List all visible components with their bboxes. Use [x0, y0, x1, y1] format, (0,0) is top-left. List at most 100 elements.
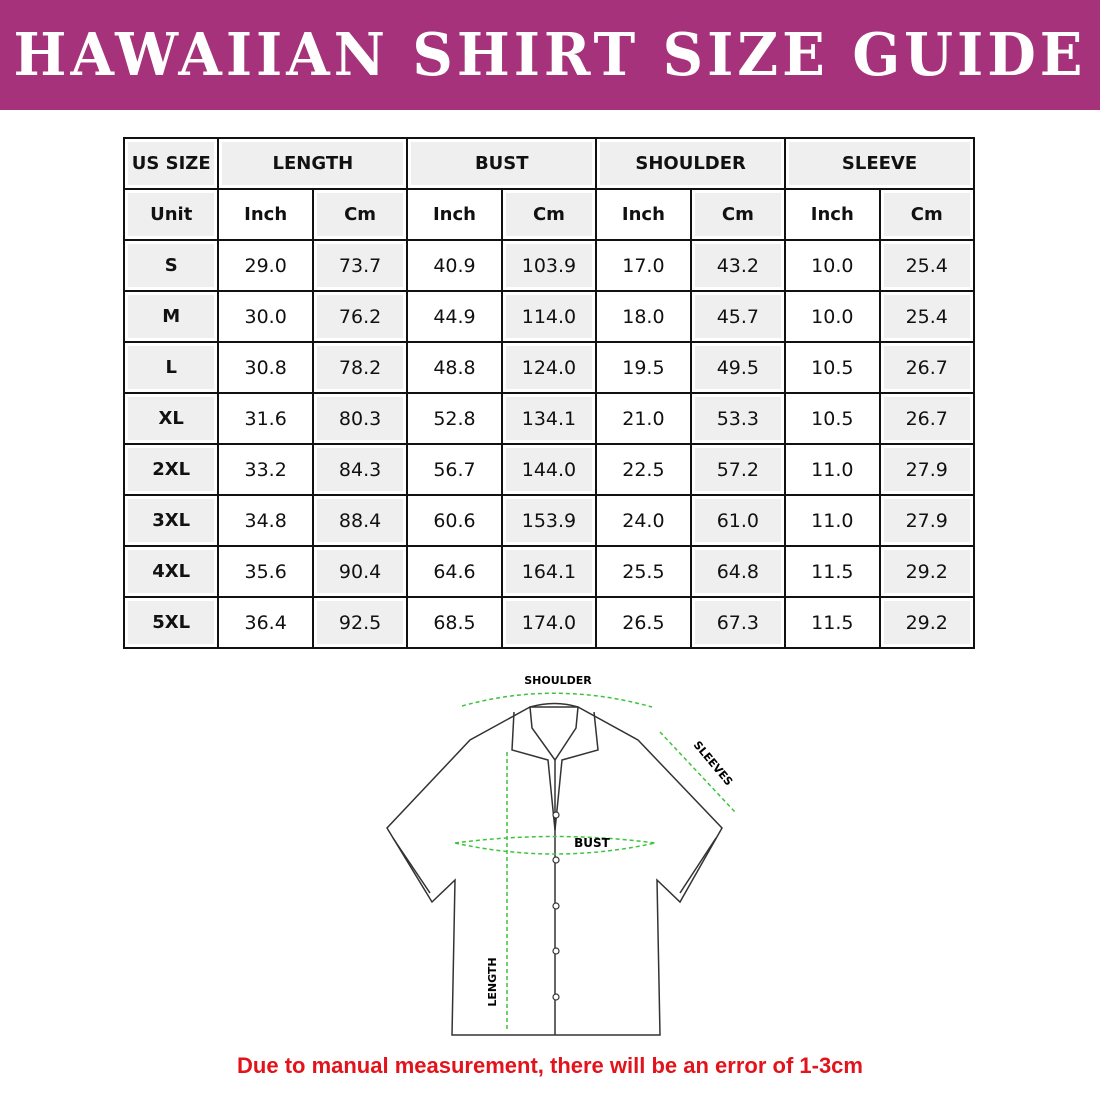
value-cell: 24.0: [595, 494, 692, 547]
value-cell: 40.9: [406, 239, 503, 292]
unit-header: Inch: [406, 188, 503, 241]
length-label: LENGTH: [486, 957, 499, 1006]
measurement-note: Due to manual measurement, there will be…: [237, 1053, 863, 1078]
unit-header: Cm: [878, 188, 976, 241]
value-cell: 84.3: [311, 443, 409, 496]
group-header: BUST: [406, 137, 598, 190]
value-cell: 45.7: [689, 290, 787, 343]
value-cell: 10.5: [784, 341, 881, 394]
value-cell: 52.8: [406, 392, 503, 445]
unit-header: Inch: [217, 188, 314, 241]
table-row: 5XL 36.4 92.5 68.5 174.0 26.5 67.3 11.5 29.2: [122, 596, 976, 649]
unit-header: Cm: [500, 188, 598, 241]
size-cell: 3XL: [122, 494, 220, 547]
value-cell: 124.0: [500, 341, 598, 394]
value-cell: 144.0: [500, 443, 598, 496]
value-cell: 67.3: [689, 596, 787, 649]
group-header: US SIZE: [122, 137, 220, 190]
value-cell: 80.3: [311, 392, 409, 445]
value-cell: 68.5: [406, 596, 503, 649]
value-cell: 36.4: [217, 596, 314, 649]
shirt-diagram: SHOULDER SLEEVES BUST LENGTH: [386, 674, 736, 1036]
group-header: LENGTH: [217, 137, 409, 190]
value-cell: 25.4: [878, 290, 976, 343]
sleeves-label: SLEEVES: [691, 739, 736, 789]
value-cell: 73.7: [311, 239, 409, 292]
group-header: SLEEVE: [784, 137, 975, 190]
value-cell: 10.0: [784, 239, 881, 292]
value-cell: 11.5: [784, 545, 881, 598]
value-cell: 134.1: [500, 392, 598, 445]
value-cell: 29.2: [878, 596, 976, 649]
value-cell: 25.4: [878, 239, 976, 292]
page-title: HAWAIIAN SHIRT SIZE GUIDE: [13, 20, 1087, 90]
unit-header: Unit: [122, 188, 220, 241]
shoulder-measure-line: [461, 692, 653, 708]
value-cell: 90.4: [311, 545, 409, 598]
value-cell: 164.1: [500, 545, 598, 598]
unit-header: Inch: [784, 188, 881, 241]
value-cell: 10.0: [784, 290, 881, 343]
unit-header: Cm: [689, 188, 787, 241]
group-header-row: US SIZE LENGTH BUST SHOULDER SLEEVE: [122, 137, 975, 190]
bust-label: BUST: [574, 836, 611, 850]
value-cell: 26.7: [878, 392, 976, 445]
size-cell: 2XL: [122, 443, 220, 496]
value-cell: 48.8: [406, 341, 503, 394]
value-cell: 88.4: [311, 494, 409, 547]
value-cell: 21.0: [595, 392, 692, 445]
table-row: L 30.8 78.2 48.8 124.0 19.5 49.5 10.5 26.7: [122, 341, 976, 394]
value-cell: 61.0: [689, 494, 787, 547]
value-cell: 11.5: [784, 596, 881, 649]
value-cell: 53.3: [689, 392, 787, 445]
table-row: S 29.0 73.7 40.9 103.9 17.0 43.2 10.0 25.4: [122, 239, 976, 292]
value-cell: 17.0: [595, 239, 692, 292]
value-cell: 43.2: [689, 239, 787, 292]
value-cell: 64.8: [689, 545, 787, 598]
shoulder-label: SHOULDER: [524, 674, 592, 687]
unit-header: Inch: [595, 188, 692, 241]
value-cell: 35.6: [217, 545, 314, 598]
size-table: US SIZE LENGTH BUST SHOULDER SLEEVE Unit Inch C…: [122, 137, 976, 649]
bust-measure-line: [454, 835, 656, 855]
value-cell: 44.9: [406, 290, 503, 343]
title-banner: HAWAIIAN SHIRT SIZE GUIDE: [0, 0, 1100, 110]
table-row: XL 31.6 80.3 52.8 134.1 21.0 53.3 10.5 26.7: [122, 392, 976, 445]
table-row: 3XL 34.8 88.4 60.6 153.9 24.0 61.0 11.0 27.9: [122, 494, 976, 547]
value-cell: 30.0: [217, 290, 314, 343]
unit-header-row: Unit Inch Cm Inch Cm Inch Cm Inch Cm: [122, 188, 976, 241]
value-cell: 10.5: [784, 392, 881, 445]
value-cell: 64.6: [406, 545, 503, 598]
value-cell: 76.2: [311, 290, 409, 343]
unit-header: Cm: [311, 188, 409, 241]
table-row: M 30.0 76.2 44.9 114.0 18.0 45.7 10.0 25.4: [122, 290, 976, 343]
shirt-outline: [386, 706, 723, 1036]
size-cell: XL: [122, 392, 220, 445]
value-cell: 19.5: [595, 341, 692, 394]
value-cell: 34.8: [217, 494, 314, 547]
value-cell: 174.0: [500, 596, 598, 649]
value-cell: 11.0: [784, 443, 881, 496]
value-cell: 27.9: [878, 443, 976, 496]
value-cell: 22.5: [595, 443, 692, 496]
size-cell: 4XL: [122, 545, 220, 598]
value-cell: 57.2: [689, 443, 787, 496]
size-cell: M: [122, 290, 220, 343]
value-cell: 31.6: [217, 392, 314, 445]
value-cell: 18.0: [595, 290, 692, 343]
size-cell: L: [122, 341, 220, 394]
table-row: 4XL 35.6 90.4 64.6 164.1 25.5 64.8 11.5 29.2: [122, 545, 976, 598]
value-cell: 29.0: [217, 239, 314, 292]
sleeve-measure-line: [659, 731, 736, 813]
table-row: 2XL 33.2 84.3 56.7 144.0 22.5 57.2 11.0 27.9: [122, 443, 976, 496]
value-cell: 103.9: [500, 239, 598, 292]
value-cell: 30.8: [217, 341, 314, 394]
value-cell: 153.9: [500, 494, 598, 547]
value-cell: 78.2: [311, 341, 409, 394]
value-cell: 114.0: [500, 290, 598, 343]
value-cell: 92.5: [311, 596, 409, 649]
value-cell: 56.7: [406, 443, 503, 496]
size-cell: 5XL: [122, 596, 220, 649]
value-cell: 33.2: [217, 443, 314, 496]
value-cell: 11.0: [784, 494, 881, 547]
